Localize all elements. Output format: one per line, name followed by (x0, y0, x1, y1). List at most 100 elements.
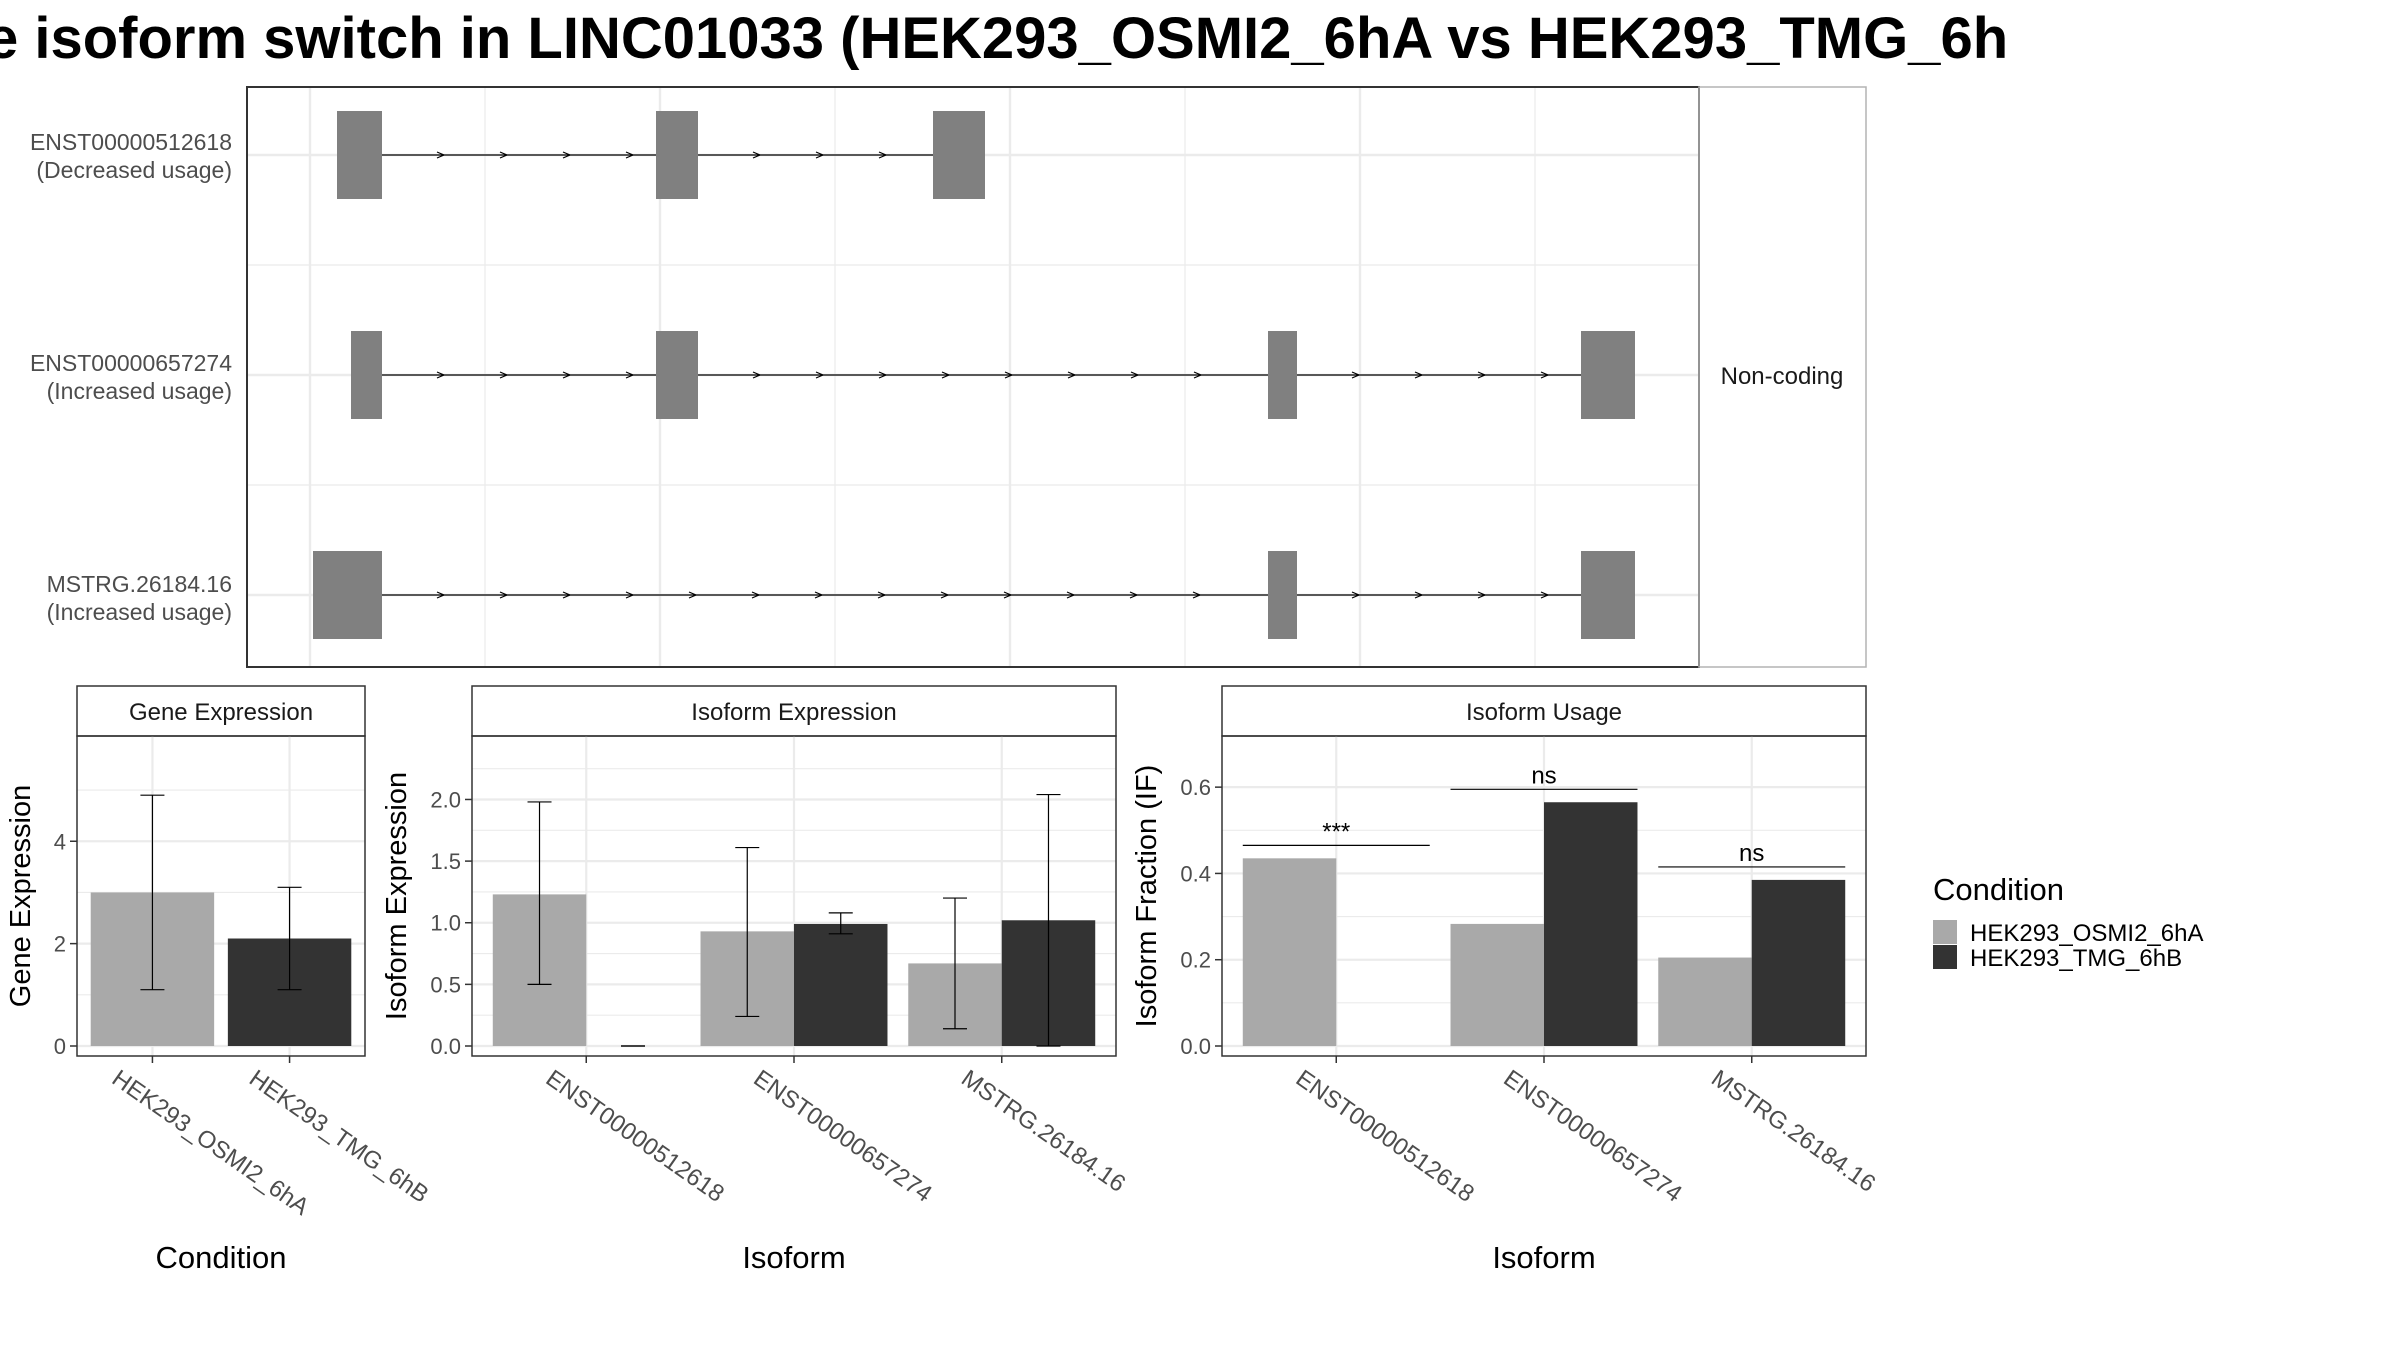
intron-arrow (940, 591, 950, 599)
transcript-id-1: ENST00000512618 (30, 129, 232, 155)
legend-swatch-condition-b (1933, 945, 1957, 969)
intron-arrow (436, 371, 446, 379)
intron-arrow (1067, 371, 1077, 379)
bar (1751, 879, 1846, 1046)
intron-arrow (499, 151, 509, 159)
significance-label: *** (1322, 818, 1350, 845)
legend-label-condition-b: HEK293_TMG_6hB (1970, 945, 2182, 972)
exon-block (351, 331, 382, 419)
intron-arrow (1540, 371, 1550, 379)
y-tick-label: 0.2 (1180, 948, 1211, 973)
intron-arrow (1414, 371, 1424, 379)
intron-arrow (499, 591, 509, 599)
y-tick-label: 4 (54, 829, 66, 854)
transcript-track-3 (313, 551, 1635, 639)
bar (1242, 858, 1337, 1046)
y-tick-label: 0 (54, 1034, 66, 1059)
intron-arrow (1130, 371, 1140, 379)
gene-expression-xlabel: Condition (156, 1240, 287, 1275)
intron-arrow (1129, 591, 1139, 599)
exon-block (933, 111, 985, 199)
transcript-id-2: ENST00000657274 (30, 350, 232, 376)
intron-arrow (814, 591, 824, 599)
intron-arrow (1477, 371, 1487, 379)
y-tick-label: 0.0 (430, 1034, 461, 1059)
y-tick-label: 2.0 (430, 787, 461, 812)
intron-arrow (878, 371, 888, 379)
exon-block (1268, 551, 1297, 639)
structure-strip-label: Non-coding (1721, 363, 1844, 390)
structure-strip (1698, 86, 1867, 668)
gene-expression-panel-border (76, 735, 366, 1057)
isoform-usage-title: Isoform Usage (1466, 699, 1622, 726)
isoform-expression-title: Isoform Expression (691, 699, 896, 726)
intron-arrow (562, 151, 572, 159)
legend-swatch-condition-a (1933, 920, 1957, 944)
intron-arrow (941, 371, 951, 379)
intron-arrow (752, 371, 762, 379)
exon-block (656, 331, 698, 419)
transcript-usage-1: (Decreased usage) (36, 157, 232, 183)
intron-arrow (752, 151, 762, 159)
intron-arrow (751, 591, 761, 599)
isoform-usage-strip (1221, 685, 1867, 737)
intron-arrow (1414, 591, 1424, 599)
intron-arrow (499, 371, 509, 379)
isoform-usage-ylabel: Isoform Fraction (IF) (1131, 765, 1163, 1028)
gene-expression-title: Gene Expression (129, 699, 313, 726)
isoform-usage-xlabel: Isoform (1492, 1240, 1595, 1275)
isoform-expression-panel-border (471, 735, 1117, 1057)
transcript-label-1: ENST00000512618 (Decreased usage) (30, 129, 232, 183)
gene-expression-ylabel: Gene Expression (5, 785, 37, 1007)
y-tick-label: 1.5 (430, 849, 461, 874)
transcript-id-3: MSTRG.26184.16 (47, 571, 232, 597)
intron-arrow (815, 151, 825, 159)
y-tick-label: 0.4 (1180, 861, 1211, 886)
intron-arrow (625, 151, 635, 159)
bar (1450, 923, 1544, 1046)
legend-title: Condition (1933, 872, 2064, 907)
transcript-track-2 (351, 331, 1635, 419)
legend-label-condition-a: HEK293_OSMI2_6hA (1970, 920, 2203, 947)
intron-arrow (1351, 371, 1361, 379)
exon-block (313, 551, 382, 639)
bar (1658, 957, 1752, 1046)
isoform-expression-ylabel: Isoform Expression (381, 772, 413, 1020)
y-tick-label: 2 (54, 932, 66, 957)
figure-title: e isoform switch in LINC01033 (HEK293_OS… (0, 6, 2008, 71)
intron-arrow (1004, 371, 1014, 379)
exon-block (337, 111, 382, 199)
exon-block (1268, 331, 1297, 419)
intron-arrow (815, 371, 825, 379)
intron-arrow (877, 591, 887, 599)
intron-arrow (1192, 591, 1202, 599)
gene-expression-strip (76, 685, 366, 737)
exon-block (656, 111, 698, 199)
significance-label: ns (1739, 840, 1764, 867)
intron-arrow (1193, 371, 1203, 379)
intron-arrow (625, 591, 635, 599)
exon-block (1581, 331, 1635, 419)
y-tick-label: 0.5 (430, 972, 461, 997)
structure-panel: Non-coding ENST00000512618 (Decreased us… (30, 86, 1867, 668)
intron-arrow (878, 151, 888, 159)
transcript-usage-3: (Increased usage) (47, 599, 232, 625)
exon-block (1581, 551, 1635, 639)
intron-arrow (1540, 591, 1550, 599)
intron-arrow (1477, 591, 1487, 599)
intron-arrow (436, 591, 446, 599)
isoform-usage-panel-border (1221, 735, 1867, 1057)
intron-arrow (1351, 591, 1361, 599)
isoform-expression-strip (471, 685, 1117, 737)
intron-arrow (562, 371, 572, 379)
significance-label: ns (1531, 762, 1556, 789)
legend: Condition HEK293_OSMI2_6hA HEK293_TMG_6h… (1933, 872, 2203, 972)
transcript-usage-2: (Increased usage) (47, 378, 232, 404)
intron-arrow (1066, 591, 1076, 599)
structure-tracks (313, 111, 1635, 639)
intron-arrow (436, 151, 446, 159)
y-tick-label: 0.0 (1180, 1034, 1211, 1059)
bar (1544, 802, 1638, 1046)
